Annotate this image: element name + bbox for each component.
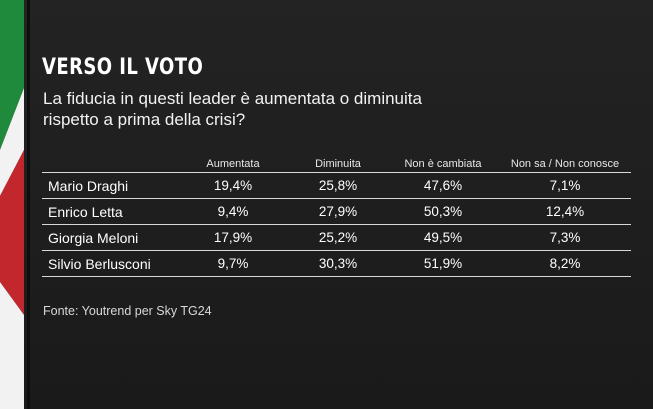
value-non-cambiata: 49,5% xyxy=(387,224,499,251)
flag-red-stripe xyxy=(0,150,24,315)
table-row: Enrico Letta 9,4% 27,9% 50,3% 12,4% xyxy=(42,198,631,225)
subtitle-line: La fiducia in questi leader è aumentata … xyxy=(43,89,422,108)
value-diminuita: 25,2% xyxy=(289,224,387,251)
leader-name: Silvio Berlusconi xyxy=(42,250,177,277)
value-non-cambiata: 50,3% xyxy=(387,198,499,225)
value-aumentata: 17,9% xyxy=(177,224,289,251)
value-aumentata: 9,4% xyxy=(177,198,289,225)
value-diminuita: 30,3% xyxy=(289,250,387,277)
table-header-row: Aumentata Diminuita Non è cambiata Non s… xyxy=(42,150,631,173)
table-row: Giorgia Meloni 17,9% 25,2% 49,5% 7,3% xyxy=(42,224,631,251)
value-aumentata: 19,4% xyxy=(177,172,289,199)
table-row: Silvio Berlusconi 9,7% 30,3% 51,9% 8,2% xyxy=(42,250,631,277)
value-non-sa: 7,3% xyxy=(499,224,631,251)
column-header-non-sa: Non sa / Non conosce xyxy=(510,158,620,170)
leader-name: Enrico Letta xyxy=(42,198,177,225)
value-non-sa: 12,4% xyxy=(499,198,631,225)
page-title: VERSO IL VOTO xyxy=(42,55,204,80)
table-row: Mario Draghi 19,4% 25,8% 47,6% 7,1% xyxy=(42,172,631,199)
flag-white-lower-stripe xyxy=(0,282,24,409)
value-non-cambiata: 51,9% xyxy=(387,250,499,277)
leader-name: Giorgia Meloni xyxy=(42,224,177,251)
value-non-cambiata: 47,6% xyxy=(387,172,499,199)
column-header-leader xyxy=(42,150,177,173)
leader-name: Mario Draghi xyxy=(42,172,177,199)
source-note: Fonte: Youtrend per Sky TG24 xyxy=(43,304,212,318)
value-diminuita: 25,8% xyxy=(289,172,387,199)
flag-white-stripe xyxy=(0,88,24,196)
trust-table: Aumentata Diminuita Non è cambiata Non s… xyxy=(42,150,631,277)
question-subtitle: La fiducia in questi leader è aumentata … xyxy=(43,88,523,130)
value-diminuita: 27,9% xyxy=(289,198,387,225)
column-header-aumentata: Aumentata xyxy=(206,158,260,170)
value-non-sa: 8,2% xyxy=(499,250,631,277)
value-aumentata: 9,7% xyxy=(177,250,289,277)
flag-green-stripe xyxy=(0,0,24,150)
subtitle-line: rispetto a prima della crisi? xyxy=(43,110,246,129)
value-non-sa: 7,1% xyxy=(499,172,631,199)
column-header-non-cambiata: Non è cambiata xyxy=(404,158,482,170)
column-header-diminuita: Diminuita xyxy=(315,158,361,170)
